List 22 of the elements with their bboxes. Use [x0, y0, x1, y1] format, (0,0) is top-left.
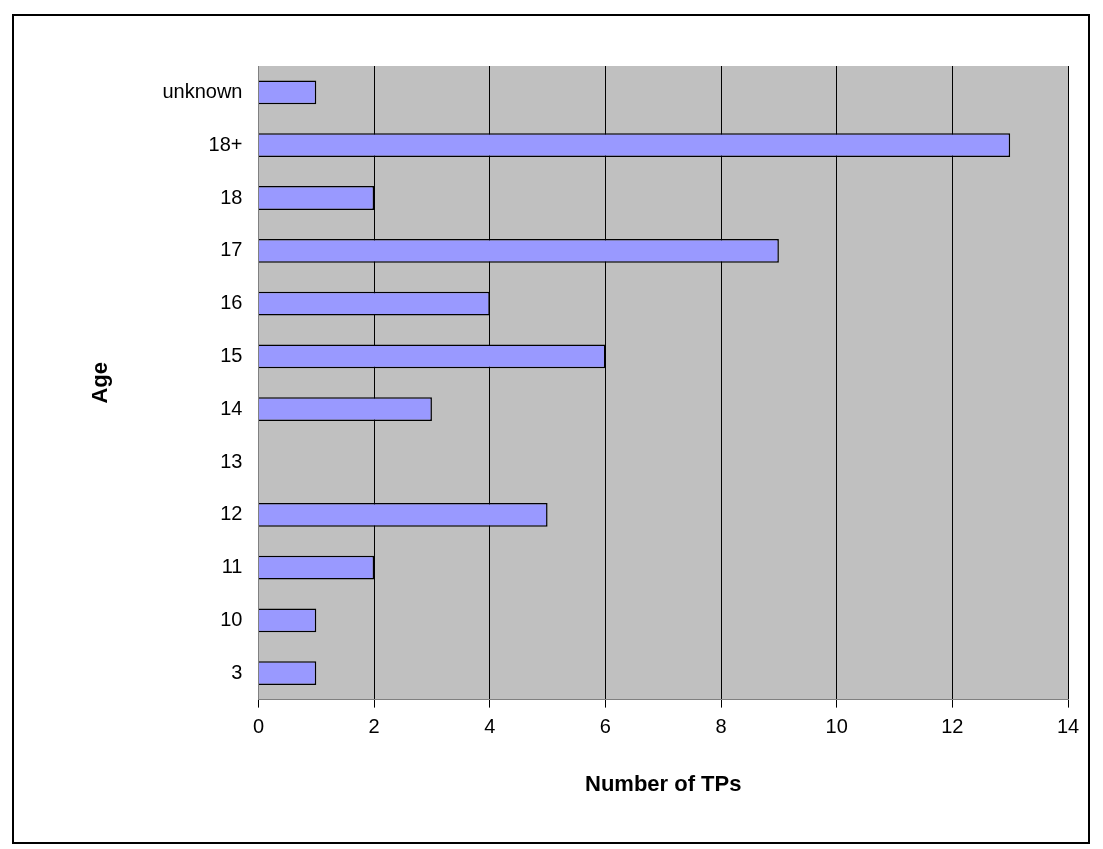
y-tick-label: 14 — [220, 396, 243, 419]
y-tick-label: 10 — [220, 607, 243, 630]
y-tick-label: 18+ — [208, 132, 243, 155]
x-tick-label: 4 — [484, 715, 496, 738]
y-tick-label: 17 — [220, 238, 243, 261]
y-tick-label: 13 — [220, 449, 243, 472]
x-tick-label: 6 — [599, 715, 611, 738]
x-tick-label: 12 — [941, 715, 964, 738]
x-tick-label: 10 — [825, 715, 848, 738]
y-tick-label: 16 — [220, 291, 243, 314]
y-axis-title: Age — [87, 362, 113, 404]
x-tick-label: 0 — [252, 715, 265, 738]
x-tick-label: 14 — [1056, 715, 1080, 738]
y-tick-label: 3 — [231, 660, 243, 683]
y-tick-label: 18 — [220, 185, 243, 208]
y-tick-label: 15 — [220, 343, 243, 366]
x-axis-title: Number of TPs — [584, 770, 742, 796]
y-tick-label: 11 — [221, 555, 243, 578]
x-tick-label: 2 — [368, 715, 380, 738]
x-tick-label: 8 — [715, 715, 727, 738]
y-tick-label: 12 — [220, 502, 243, 525]
y-tick-label: unknown — [162, 79, 243, 102]
